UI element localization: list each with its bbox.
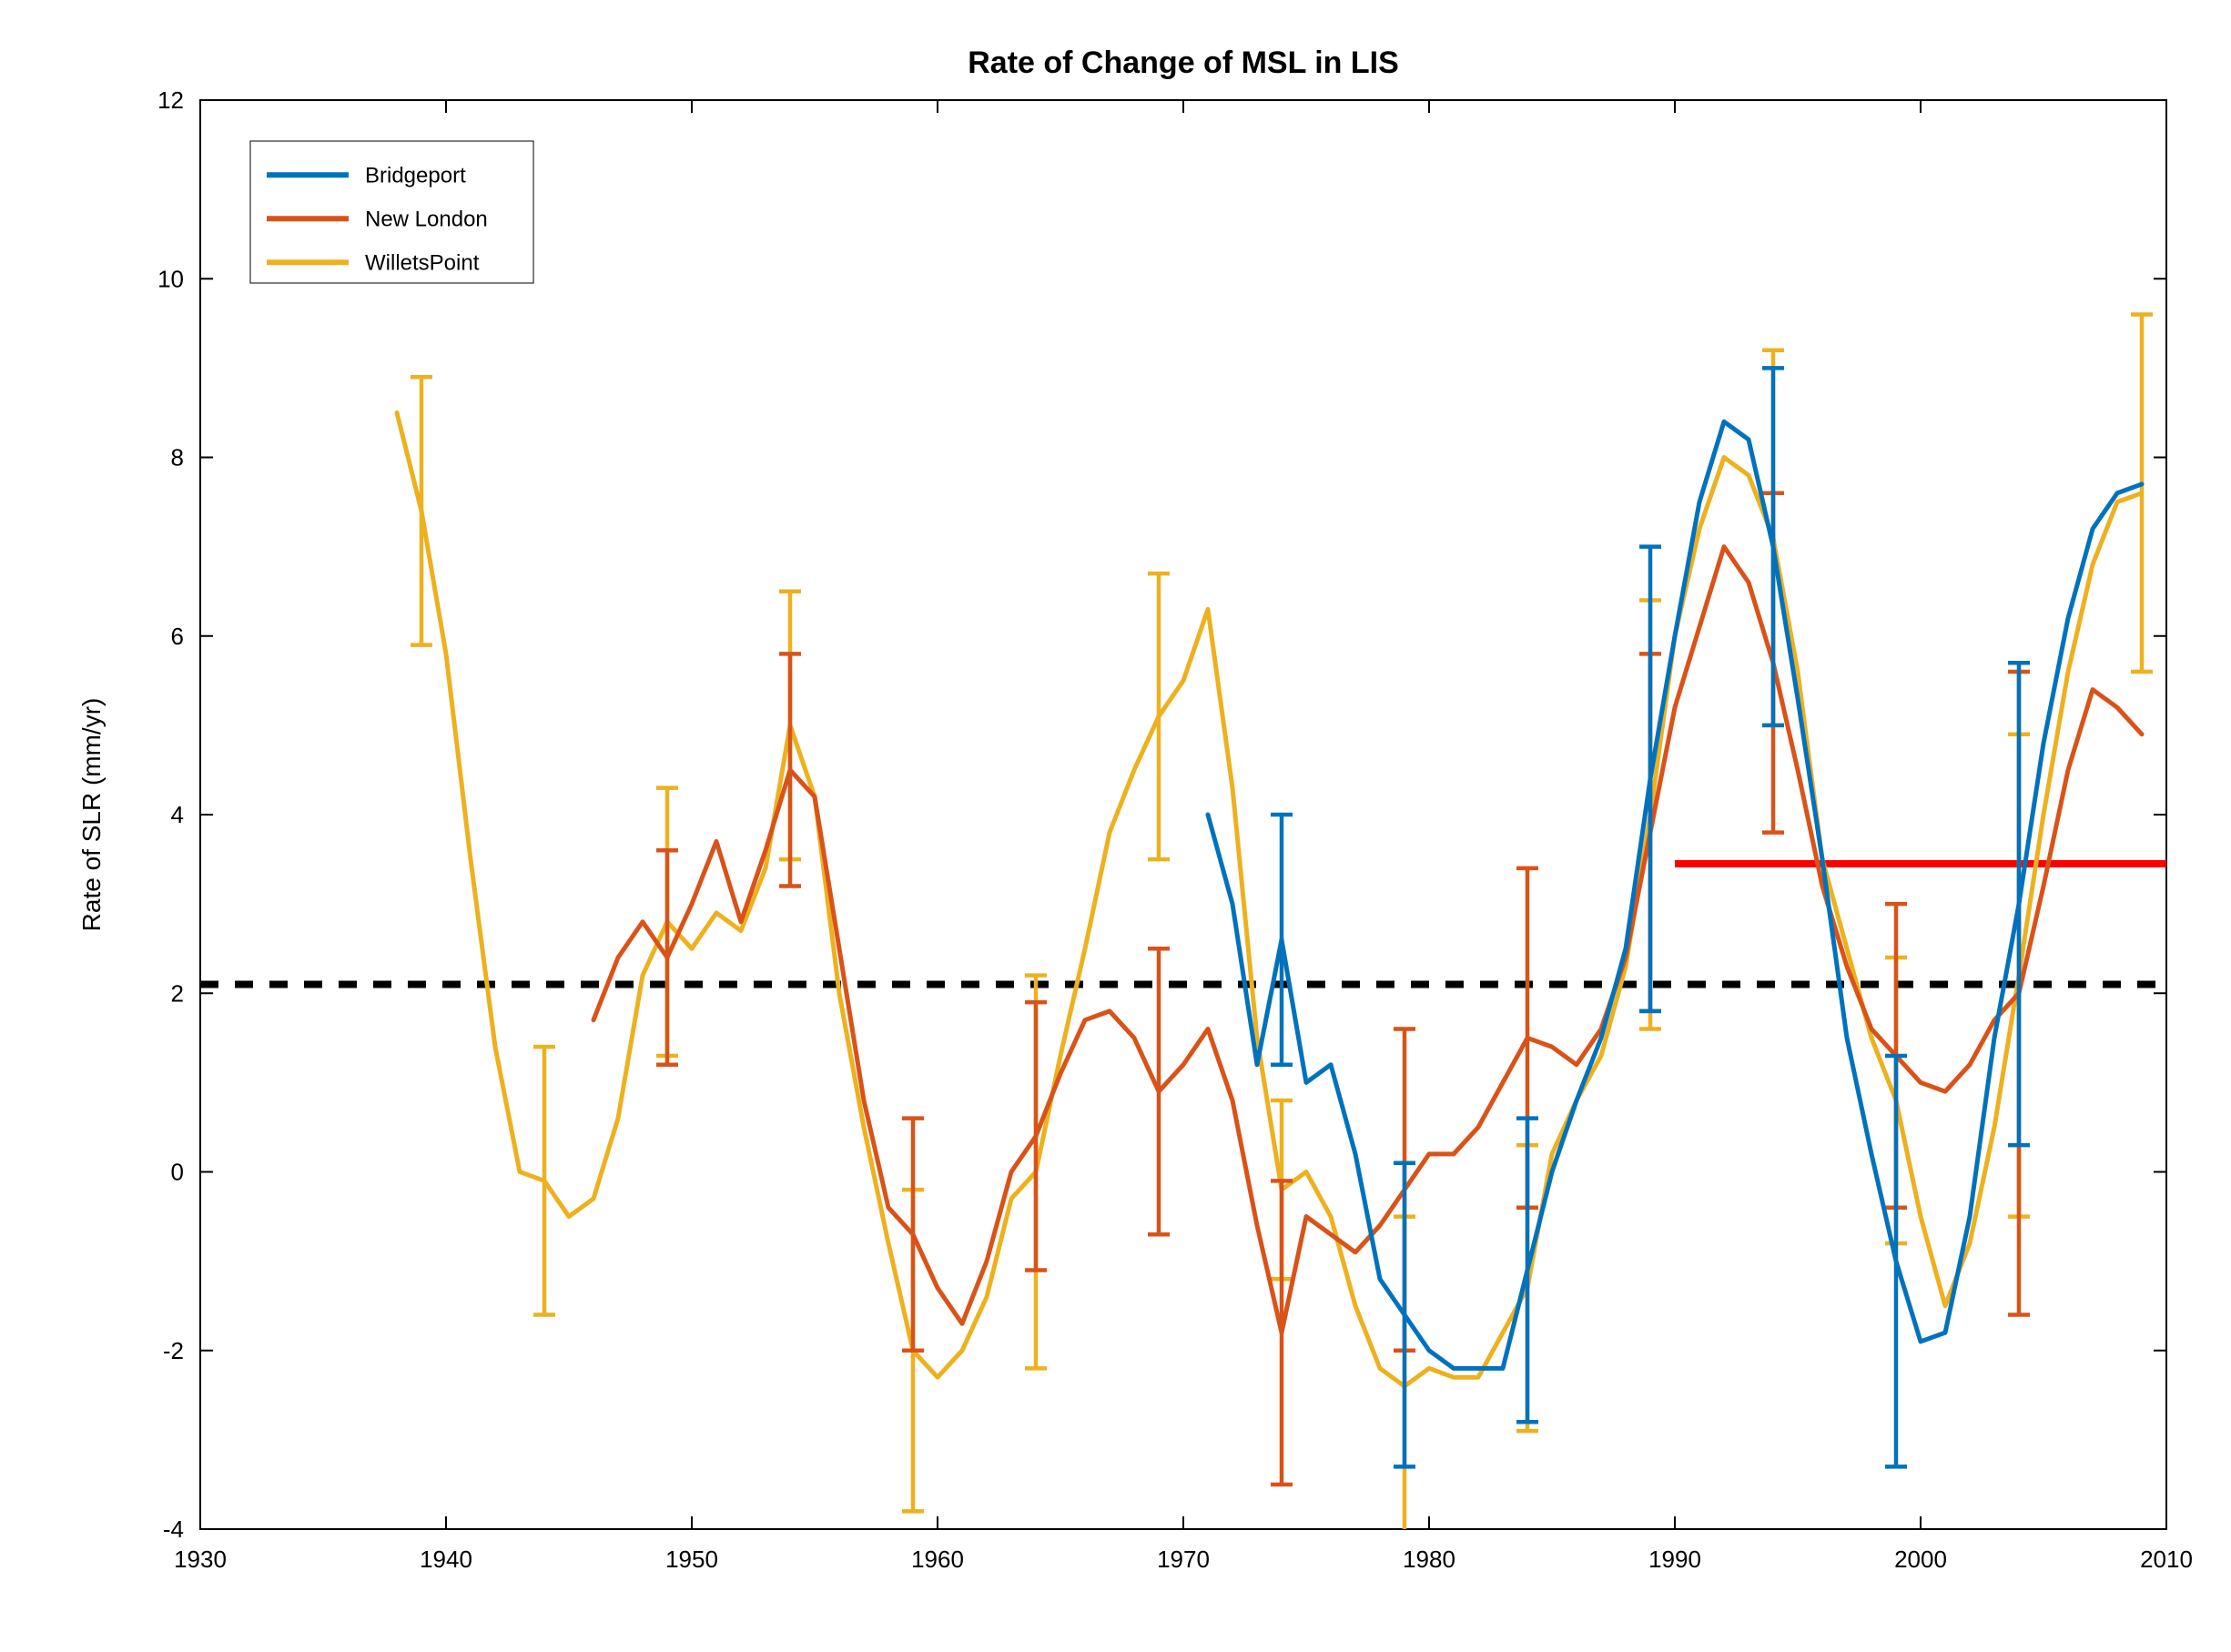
chart-svg: 193019401950196019701980199020002010-4-2… bbox=[0, 0, 2231, 1652]
chart-container: 193019401950196019701980199020002010-4-2… bbox=[0, 0, 2231, 1652]
x-tick-label: 1940 bbox=[420, 1546, 472, 1573]
chart-title: Rate of Change of MSL in LIS bbox=[968, 46, 1399, 80]
y-tick-label: 12 bbox=[157, 86, 184, 114]
y-tick-label: -4 bbox=[163, 1515, 184, 1543]
legend-label: Bridgeport bbox=[365, 164, 466, 188]
x-tick-label: 1970 bbox=[1157, 1546, 1210, 1573]
y-tick-label: 0 bbox=[171, 1159, 184, 1186]
y-tick-label: -2 bbox=[163, 1337, 184, 1364]
y-tick-label: 2 bbox=[171, 979, 184, 1007]
y-tick-label: 6 bbox=[171, 623, 184, 650]
x-tick-label: 2010 bbox=[2140, 1546, 2193, 1573]
y-tick-label: 8 bbox=[171, 444, 184, 471]
x-tick-label: 1960 bbox=[911, 1546, 964, 1573]
y-tick-label: 10 bbox=[157, 265, 184, 292]
x-tick-label: 1930 bbox=[174, 1546, 227, 1573]
x-tick-label: 1980 bbox=[1403, 1546, 1455, 1573]
y-axis-label: Rate of SLR (mm/yr) bbox=[77, 698, 106, 932]
y-tick-label: 4 bbox=[171, 801, 184, 828]
legend-label: New London bbox=[365, 208, 488, 232]
legend-label: WilletsPoint bbox=[365, 251, 480, 276]
x-tick-label: 1990 bbox=[1648, 1546, 1701, 1573]
x-tick-label: 1950 bbox=[665, 1546, 718, 1573]
x-tick-label: 2000 bbox=[1894, 1546, 1947, 1573]
